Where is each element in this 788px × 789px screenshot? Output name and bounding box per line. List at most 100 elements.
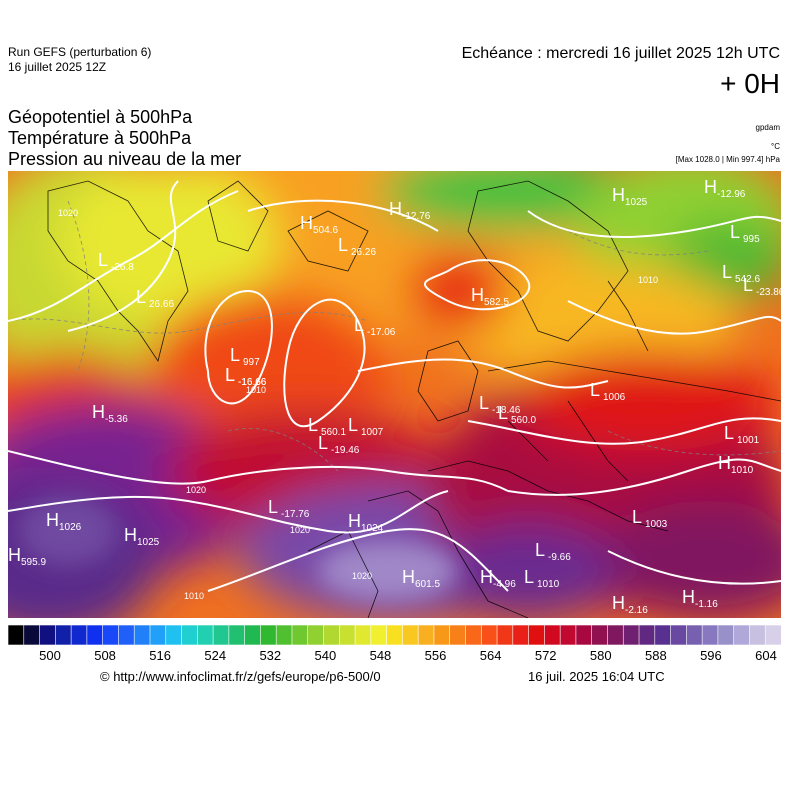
low-pressure-center: L 997	[230, 345, 260, 368]
center-value: -16.66	[238, 377, 267, 388]
isobar-value: 1010	[246, 385, 266, 395]
center-letter: L	[730, 222, 740, 242]
color-scale-tick: 572	[534, 648, 557, 663]
color-scale-swatch	[228, 624, 246, 646]
center-value: -18.46	[492, 405, 521, 416]
color-scale-swatch	[512, 624, 530, 646]
high-pressure-center: H -1.16	[682, 587, 718, 610]
low-pressure-center: L 560.1	[308, 415, 346, 438]
color-scale-swatch	[260, 624, 277, 646]
color-scale-swatch	[449, 624, 467, 646]
center-letter: L	[632, 507, 642, 527]
center-letter: H	[704, 177, 717, 197]
center-value: 560.0	[511, 415, 536, 426]
color-scale-swatch	[55, 624, 72, 646]
center-letter: L	[348, 415, 358, 435]
color-scale-swatch	[496, 624, 514, 646]
color-scale-swatch	[275, 624, 293, 646]
center-value: -1.16	[695, 599, 718, 610]
low-pressure-center: L -16.66	[225, 365, 267, 388]
isobar-value: 1010	[638, 275, 658, 285]
center-letter: H	[348, 511, 361, 531]
high-pressure-center: H 601.5	[402, 567, 440, 590]
color-scale-swatch	[749, 624, 766, 646]
low-pressure-center: L-23.86	[743, 275, 781, 298]
low-pressure-center: L 542.6	[722, 262, 760, 285]
center-letter: L	[230, 345, 240, 365]
center-value: 1010	[537, 579, 560, 590]
high-pressure-center: H 1025	[612, 185, 648, 208]
center-value: 601.5	[415, 579, 440, 590]
color-scale-swatch	[402, 624, 419, 646]
color-scale-swatch	[149, 624, 167, 646]
center-value: 1001	[737, 435, 760, 446]
color-scale-swatch	[622, 624, 640, 646]
copyright-url: © http://www.infoclimat.fr/z/gefs/europe…	[100, 669, 381, 684]
color-scale-tick: 516	[149, 648, 171, 663]
center-letter: L	[318, 433, 328, 453]
center-letter: L	[498, 403, 508, 423]
color-scale-swatch	[118, 624, 135, 646]
color-scale	[7, 624, 782, 646]
color-scale-swatch	[212, 624, 230, 646]
color-scale-swatch	[670, 624, 687, 646]
color-scale-ticks: 500 508 516 524 532 540 548 556 564 572 580 588 596 6…	[8, 648, 781, 666]
color-scale-tick: 580	[589, 648, 612, 663]
color-scale-bar	[7, 624, 782, 646]
center-letter: L	[268, 497, 278, 517]
color-scale-swatch	[39, 624, 56, 646]
center-letter: H	[718, 453, 731, 473]
low-pressure-center: L -26.8	[98, 250, 134, 273]
high-pressure-center: H 504.6	[300, 213, 338, 236]
isobars	[8, 180, 781, 592]
color-scale-swatch	[307, 624, 325, 646]
high-pressure-center: H -12.76	[389, 199, 431, 222]
temperature-contours	[8, 200, 781, 472]
color-scale-tick: 532	[259, 648, 282, 663]
isobar-value: 1010	[184, 591, 204, 601]
color-scale-swatch	[197, 624, 214, 646]
center-value: 1025	[625, 197, 648, 208]
center-value: 1006	[603, 392, 626, 403]
center-letter: L	[535, 540, 545, 560]
high-pressure-center: H -12.96	[704, 177, 746, 200]
center-value: -23.86	[756, 287, 781, 298]
color-scale-swatch	[465, 624, 482, 646]
high-pressure-center: H 1010	[718, 453, 754, 476]
color-scale-swatch	[528, 624, 545, 646]
low-pressure-center: L 1006	[590, 380, 626, 403]
color-scale-swatch	[733, 624, 751, 646]
unit-geopotential: gpdam	[755, 123, 780, 132]
low-pressure-center: L 1007	[348, 415, 384, 438]
color-scale-swatch	[433, 624, 451, 646]
center-value: 1026	[59, 522, 82, 533]
center-value: 1010	[731, 465, 754, 476]
coastlines	[47, 180, 781, 618]
color-scale-swatch	[417, 624, 435, 646]
color-scale-swatch	[559, 624, 577, 646]
center-letter: H	[471, 285, 484, 305]
color-scale-swatch	[291, 624, 309, 646]
center-letter: H	[8, 545, 21, 565]
center-letter: H	[92, 402, 105, 422]
center-letter: L	[354, 315, 364, 335]
color-scale-swatch	[181, 624, 198, 646]
weather-map: H 504.6 H -12.76 H 1025 H -12.96 L -26.8 L 26.66 L 26…	[8, 171, 781, 618]
isobar-value: 1020	[290, 525, 310, 535]
low-pressure-center: L 1001	[724, 423, 760, 446]
run-title: Run GEFS (perturbation 6)	[8, 45, 152, 59]
color-scale-swatch	[7, 624, 25, 646]
center-value: -2.16	[625, 605, 648, 616]
center-letter: L	[590, 380, 600, 400]
color-scale-swatch	[591, 624, 609, 646]
center-value: 995	[743, 234, 760, 245]
isobar-value: 1020	[186, 485, 206, 495]
center-value: 560.1	[321, 427, 346, 438]
center-value: -12.96	[717, 189, 746, 200]
layer-title-temperature: Température à 500hPa	[8, 128, 192, 148]
high-pressure-center: H -2.16	[612, 593, 648, 616]
color-scale-swatch	[244, 624, 262, 646]
low-pressure-center: L -17.06	[354, 315, 396, 338]
